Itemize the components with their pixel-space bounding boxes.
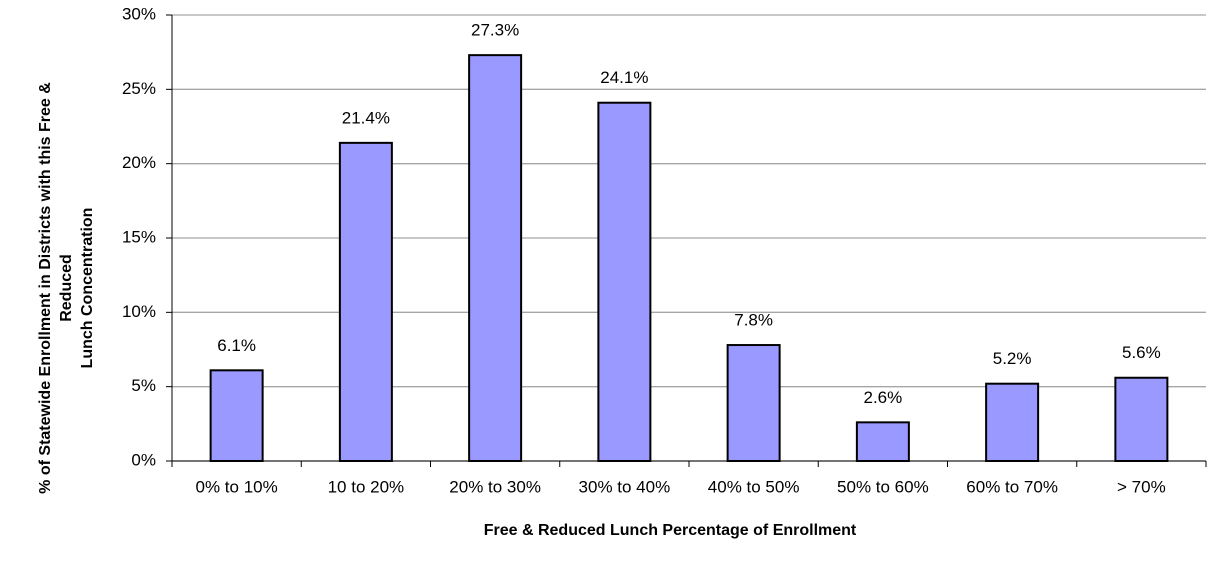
bar [726,344,781,463]
x-axis-title: Free & Reduced Lunch Percentage of Enrol… [484,522,857,539]
bar [597,101,652,462]
x-tick-label: 50% to 60% [837,477,929,496]
data-label: 27.3% [471,21,519,40]
x-tick-label: 40% to 50% [708,477,800,496]
bar [1114,376,1169,463]
bar [209,369,264,462]
y-axis-title: % of Statewide Enrollment in Districts w… [37,82,96,494]
y-tick-label: 25% [122,79,156,98]
y-axis-title-line: Reduced [58,254,75,322]
bar [855,421,910,463]
bar [985,382,1040,462]
x-tick-label: 10 to 20% [328,477,405,496]
data-label: 6.1% [217,336,256,355]
data-label: 21.4% [342,108,390,127]
y-axis-title-line: % of Statewide Enrollment in Districts w… [37,82,54,494]
data-label: 5.2% [993,349,1032,368]
y-tick-label: 0% [131,450,156,469]
y-tick-label: 5% [131,376,156,395]
x-tick-label: 30% to 40% [579,477,671,496]
y-axis-title-line: Lunch Concentration [79,208,96,369]
y-tick-label: 30% [122,4,156,23]
data-label: 24.1% [600,68,648,87]
bar [468,54,523,462]
bar [338,141,393,462]
y-tick-label: 10% [122,302,156,321]
x-tick-label: > 70% [1117,477,1166,496]
data-label: 7.8% [734,311,773,330]
data-label: 5.6% [1122,343,1161,362]
y-tick-label: 20% [122,153,156,172]
data-label: 2.6% [864,388,903,407]
y-tick-label: 15% [122,227,156,246]
x-tick-label: 20% to 30% [449,477,541,496]
x-tick-label: 0% to 10% [196,477,278,496]
x-tick-label: 60% to 70% [966,477,1058,496]
